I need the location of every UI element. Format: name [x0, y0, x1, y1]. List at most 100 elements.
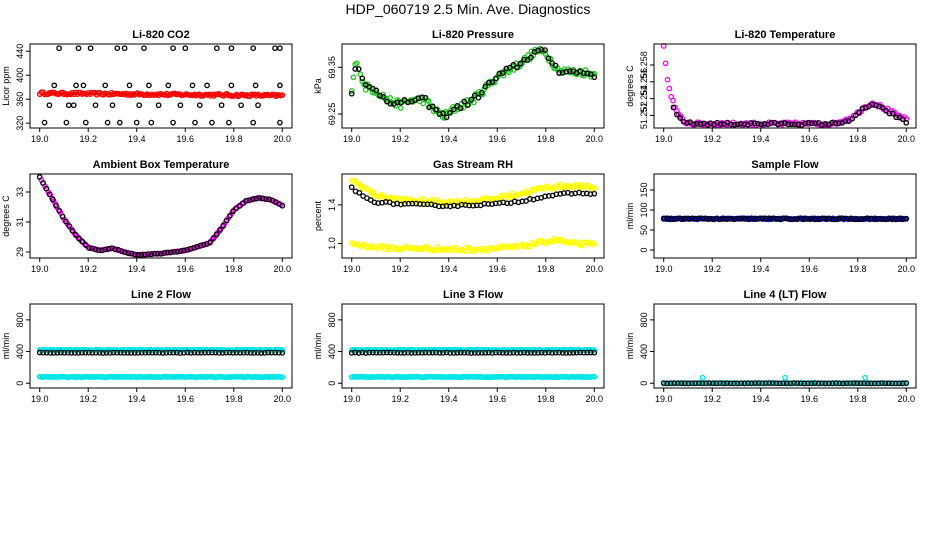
series-line-red	[36, 89, 286, 100]
data-point	[822, 215, 829, 222]
data-point	[433, 349, 439, 356]
x-tick-label: 20.0	[274, 394, 292, 404]
data-point	[159, 350, 166, 356]
data-point	[86, 349, 92, 356]
data-point	[128, 349, 134, 356]
data-point	[869, 101, 876, 108]
x-tick-label: 20.0	[898, 264, 916, 274]
data-point	[819, 380, 825, 387]
data-point	[734, 380, 741, 387]
data-point	[252, 82, 259, 89]
data-point	[664, 76, 671, 83]
data-point	[829, 119, 835, 126]
data-point	[673, 111, 680, 118]
x-tick-label: 20.0	[898, 134, 916, 144]
data-point	[72, 349, 78, 356]
y-axis-label: kPa	[313, 78, 323, 94]
data-point	[125, 250, 132, 256]
x-tick-label: 19.0	[343, 394, 361, 404]
data-point	[836, 215, 843, 222]
y-tick-label: 100	[639, 202, 649, 217]
data-point	[507, 350, 513, 356]
data-point	[542, 350, 548, 356]
data-point	[409, 200, 416, 207]
data-point	[699, 374, 706, 381]
data-point	[524, 350, 531, 356]
data-point	[580, 70, 587, 77]
series-cyan-lower	[348, 373, 598, 381]
data-point	[154, 250, 161, 257]
x-tick-label: 20.0	[586, 394, 604, 404]
data-point	[899, 216, 906, 223]
data-point	[75, 350, 82, 356]
data-point	[812, 216, 818, 223]
data-point	[587, 349, 594, 356]
data-point	[89, 349, 96, 356]
data-point	[387, 95, 393, 101]
chart-title: Ambient Box Temperature	[93, 159, 230, 171]
data-point	[801, 380, 808, 387]
data-point	[158, 250, 164, 257]
data-point	[75, 45, 82, 52]
data-point	[92, 246, 99, 253]
data-point	[109, 102, 116, 109]
data-point	[521, 349, 527, 356]
x-tick-label: 20.0	[586, 134, 604, 144]
data-point	[156, 349, 163, 356]
series-green	[348, 45, 598, 121]
data-point	[237, 349, 243, 356]
data-point	[468, 350, 475, 356]
data-point	[426, 349, 432, 356]
data-point	[692, 215, 699, 222]
data-point	[63, 218, 69, 225]
data-point	[696, 380, 702, 386]
data-point	[678, 380, 685, 387]
data-point	[903, 119, 910, 126]
data-point	[279, 349, 286, 356]
data-point	[731, 121, 738, 128]
data-point	[662, 60, 669, 67]
data-point	[177, 248, 184, 254]
data-point	[187, 245, 194, 252]
data-point	[822, 121, 829, 127]
data-point	[47, 350, 54, 356]
data-point	[591, 70, 598, 77]
data-point	[356, 189, 363, 196]
data-point	[552, 349, 559, 356]
data-point	[352, 349, 359, 356]
data-point	[755, 380, 762, 386]
data-point	[194, 243, 200, 250]
data-point	[102, 246, 109, 253]
data-point	[667, 380, 674, 387]
data-point	[697, 121, 704, 128]
data-point	[819, 121, 825, 128]
x-tick-label: 20.0	[898, 394, 916, 404]
data-point	[847, 215, 853, 222]
data-point	[717, 121, 724, 127]
data-point	[815, 380, 822, 387]
data-point	[202, 349, 208, 356]
data-point	[181, 349, 187, 356]
chart-line3: Line 3 Flow ml/min 19.0 19.2 19.4 19.6 19.8 20.…	[313, 289, 605, 404]
data-point	[192, 119, 198, 126]
data-point	[496, 70, 503, 77]
data-point	[696, 215, 702, 222]
data-point	[223, 217, 230, 224]
data-point	[478, 349, 485, 356]
data-point	[766, 380, 773, 386]
data-point	[524, 57, 531, 63]
data-point	[835, 120, 842, 127]
data-point	[155, 102, 162, 109]
data-point	[65, 102, 72, 109]
data-point	[538, 349, 545, 356]
data-point	[720, 216, 727, 222]
data-point	[362, 350, 369, 356]
data-point	[266, 196, 273, 203]
data-point	[556, 349, 562, 356]
data-point	[259, 195, 266, 202]
data-point	[250, 45, 257, 52]
data-point	[70, 102, 77, 109]
data-point	[279, 374, 286, 380]
y-axis-label: Licor ppm	[1, 66, 11, 106]
data-point	[200, 242, 207, 248]
